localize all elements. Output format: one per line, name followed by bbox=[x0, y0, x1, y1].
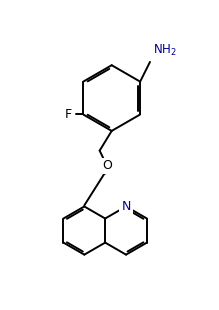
Text: NH$_2$: NH$_2$ bbox=[153, 43, 177, 58]
Text: F: F bbox=[65, 108, 72, 121]
Text: O: O bbox=[102, 159, 112, 172]
Text: N: N bbox=[121, 200, 131, 213]
